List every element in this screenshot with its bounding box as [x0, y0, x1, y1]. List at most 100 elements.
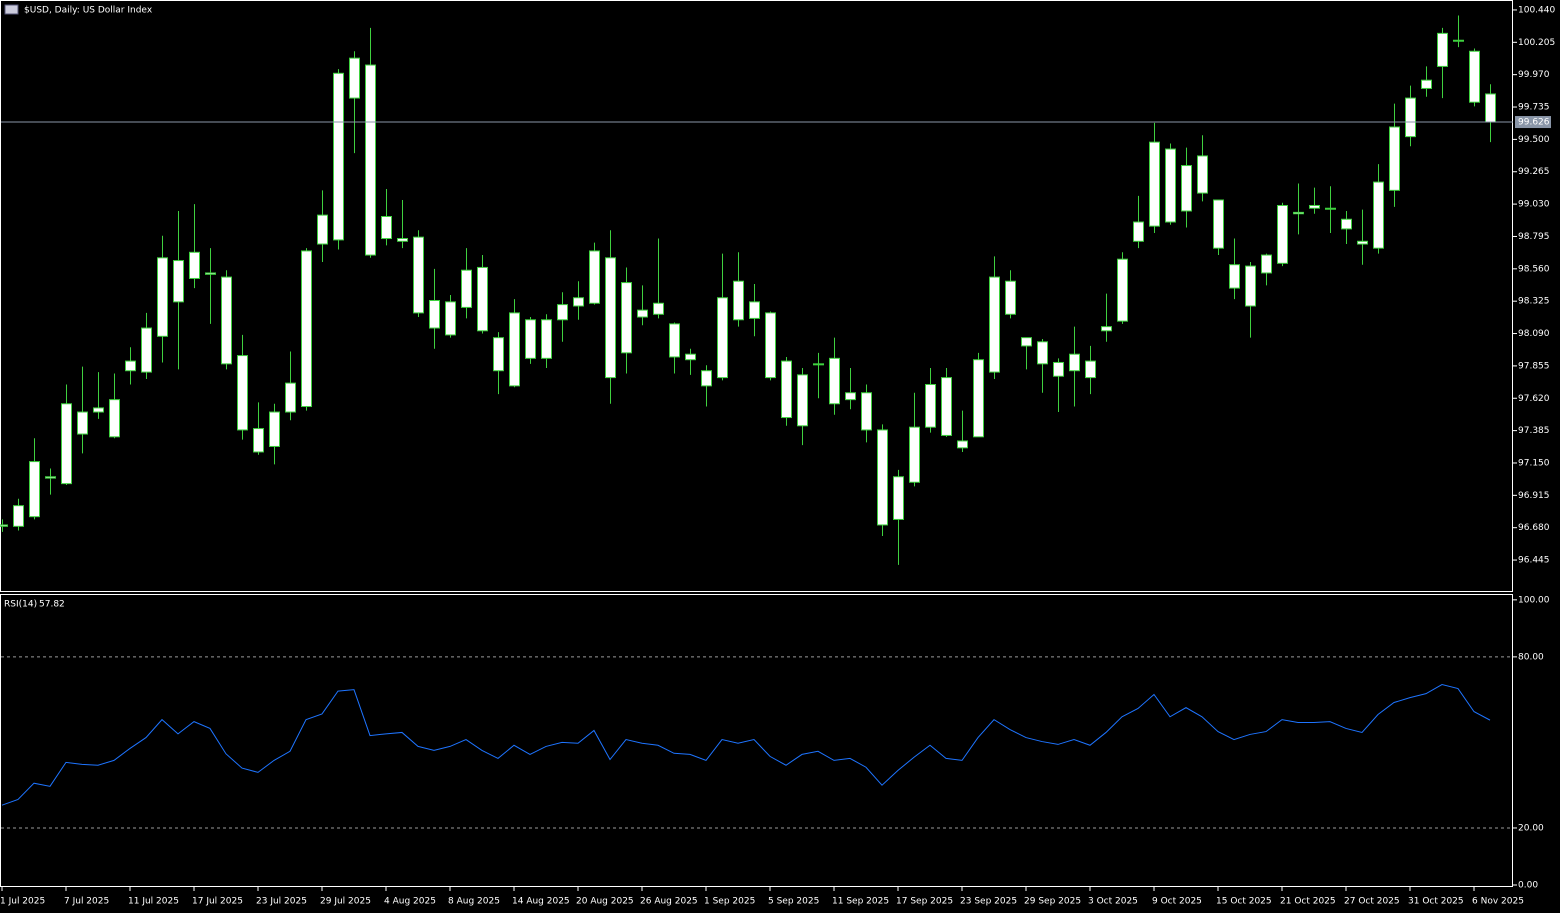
candle-body	[205, 272, 216, 275]
candle-body	[1293, 211, 1304, 215]
candle-body	[1485, 93, 1496, 123]
x-tick-label: 20 Aug 2025	[576, 897, 634, 907]
candle-body	[637, 309, 648, 318]
x-tick-label: 5 Sep 2025	[768, 897, 819, 907]
x-tick-label: 6 Nov 2025	[1472, 897, 1524, 907]
candle-body	[749, 301, 760, 319]
candle-body	[1469, 50, 1480, 103]
x-tick-label: 4 Aug 2025	[384, 897, 436, 907]
y-tick-label: 20.00	[1518, 823, 1544, 833]
candle-body	[173, 260, 184, 303]
candle-body	[765, 312, 776, 379]
candle-body	[461, 269, 472, 308]
candle-body	[1005, 280, 1016, 315]
x-tick-label: 17 Sep 2025	[896, 897, 953, 907]
candle-body	[397, 238, 408, 242]
candle-body	[349, 57, 360, 99]
candle-body	[413, 236, 424, 314]
candle-body	[1245, 265, 1256, 307]
candle-body	[365, 64, 376, 256]
x-tick-label: 15 Oct 2025	[1216, 897, 1272, 907]
x-tick-label: 11 Jul 2025	[128, 897, 179, 907]
x-tick-label: 17 Jul 2025	[192, 897, 243, 907]
candle-body	[109, 399, 120, 438]
candle-body	[1437, 32, 1448, 67]
candle-body	[301, 250, 312, 408]
y-tick-label: 96.445	[1518, 556, 1550, 566]
x-tick-label: 31 Oct 2025	[1408, 897, 1464, 907]
candle-body	[1453, 39, 1464, 42]
candle-body	[925, 383, 936, 428]
x-tick-label: 23 Jul 2025	[256, 897, 307, 907]
y-tick-label: 97.620	[1518, 394, 1550, 404]
candle-body	[589, 250, 600, 304]
symbol-icon	[4, 4, 19, 15]
candle-body	[653, 302, 664, 315]
y-tick-label: 97.385	[1518, 426, 1550, 436]
candle-body	[13, 505, 24, 527]
y-tick-label: 98.090	[1518, 329, 1550, 339]
x-tick-label: 1 Sep 2025	[704, 897, 755, 907]
candle-body	[701, 370, 712, 387]
candle-body	[1325, 207, 1336, 210]
candle-body	[557, 304, 568, 321]
x-tick-label: 7 Jul 2025	[64, 897, 109, 907]
candle-body	[1421, 79, 1432, 89]
candle-body	[1261, 254, 1272, 274]
y-tick-label: 100.440	[1518, 5, 1555, 15]
candle-body	[1117, 258, 1128, 322]
x-tick-label: 29 Jul 2025	[320, 897, 371, 907]
candle-body	[1165, 148, 1176, 223]
y-tick-label: 99.970	[1518, 70, 1550, 80]
x-tick-label: 26 Aug 2025	[640, 897, 698, 907]
candle-body	[685, 353, 696, 361]
candle-body	[477, 266, 488, 332]
candle-body	[1133, 221, 1144, 242]
y-tick-label: 98.795	[1518, 232, 1550, 242]
y-tick-label: 96.915	[1518, 491, 1550, 501]
candle-body	[125, 360, 136, 372]
candle-body	[717, 297, 728, 379]
candle-body	[317, 214, 328, 245]
x-tick-label: 8 Aug 2025	[448, 897, 500, 907]
candle-body	[1341, 218, 1352, 230]
candle-body	[621, 282, 632, 354]
candle-body	[829, 357, 840, 405]
x-tick-label: 1 Jul 2025	[0, 897, 45, 907]
price-label: 99.626	[1518, 118, 1550, 128]
candle-body	[493, 337, 504, 372]
rsi-current: 57.82	[39, 600, 65, 610]
y-tick-label: 99.265	[1518, 167, 1550, 177]
y-tick-label: 100.00	[1518, 595, 1550, 605]
candle-body	[1037, 341, 1048, 365]
x-tick-label: 27 Oct 2025	[1344, 897, 1400, 907]
candle-body	[269, 411, 280, 447]
candle-body	[1229, 264, 1240, 289]
candle-body	[221, 276, 232, 365]
candle-body	[605, 257, 616, 379]
candle-body	[29, 461, 40, 518]
candle-body	[957, 440, 968, 449]
rsi-panel-frame	[0, 594, 1513, 887]
candle-body	[1197, 155, 1208, 194]
x-tick-label: 21 Oct 2025	[1280, 897, 1336, 907]
candle-body	[973, 359, 984, 438]
candle-body	[733, 280, 744, 321]
candle-body	[141, 327, 152, 373]
candle-body	[845, 392, 856, 401]
y-tick-label: 97.150	[1518, 458, 1550, 468]
candle-body	[541, 319, 552, 359]
x-tick-label: 3 Oct 2025	[1088, 897, 1138, 907]
y-tick-label: 80.00	[1518, 652, 1544, 662]
candle-body	[1069, 353, 1080, 372]
y-tick-label: 98.560	[1518, 264, 1550, 274]
candle-body	[445, 301, 456, 336]
candle-body	[525, 319, 536, 359]
y-tick-label: 96.680	[1518, 523, 1550, 533]
candle-body	[877, 429, 888, 526]
x-tick-label: 14 Aug 2025	[512, 897, 570, 907]
candle-body	[669, 323, 680, 358]
candle-body	[1213, 199, 1224, 249]
